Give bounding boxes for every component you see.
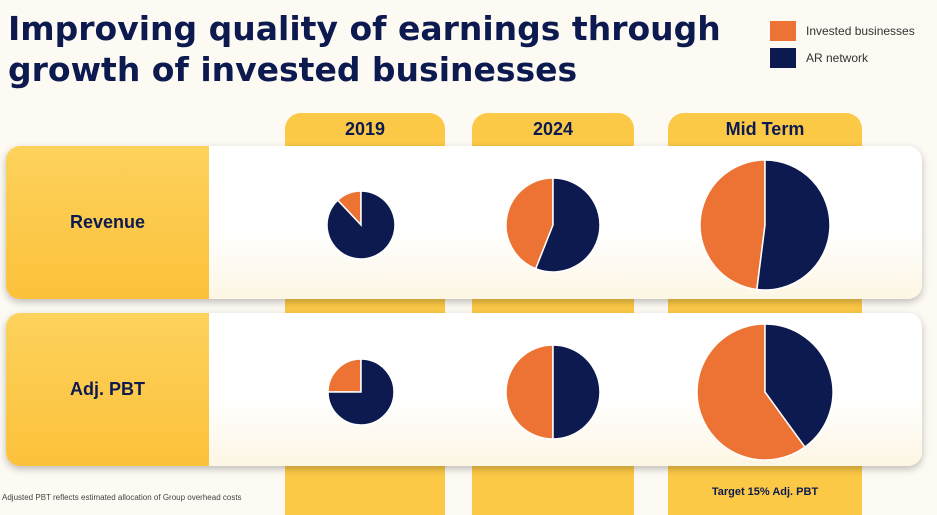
pie-slice-invested-businesses-adj-pbt-mid-term (696, 323, 807, 461)
pie-slice-ar-network-adj-pbt-mid-term (764, 323, 834, 449)
page-title: Improving quality of earnings through gr… (8, 8, 768, 90)
pie-adj-pbt-2024 (505, 344, 601, 440)
title-line-2: growth of invested businesses (8, 50, 578, 89)
legend-item-invested: Invested businesses (770, 20, 915, 42)
legend-label-ar-network: AR network (806, 51, 869, 65)
chart-legend: Invested businesses AR network (770, 20, 915, 74)
pie-adj-pbt-mid-term (696, 323, 834, 461)
legend-swatch-ar-network (770, 48, 796, 68)
pie-slice-ar-network-revenue-2024 (534, 177, 601, 273)
pie-revenue-2024 (505, 177, 601, 273)
row-label-revenue: Revenue (6, 146, 209, 299)
pie-revenue-2019 (326, 190, 396, 260)
pie-adj-pbt-2019 (327, 358, 395, 426)
legend-item-ar-network: AR network (770, 47, 915, 69)
pie-slice-ar-network-adj-pbt-2024 (552, 344, 601, 440)
legend-label-invested: Invested businesses (806, 24, 915, 38)
title-line-1: Improving quality of earnings through (8, 9, 721, 48)
pie-slice-ar-network-revenue-mid-term (756, 159, 831, 291)
column-header-2019: 2019 (344, 119, 386, 139)
footnote: Adjusted PBT reflects estimated allocati… (2, 493, 242, 502)
pie-slice-invested-businesses-adj-pbt-2024 (505, 344, 554, 440)
legend-swatch-invested (770, 21, 796, 41)
pie-slice-invested-businesses-adj-pbt-2019 (327, 358, 362, 393)
pie-slice-invested-businesses-revenue-mid-term (699, 159, 766, 291)
pie-revenue-mid-term (699, 159, 831, 291)
target-note: Target 15% Adj. PBT (711, 486, 819, 498)
row-label-adj-pbt: Adj. PBT (6, 313, 209, 466)
pie-slice-ar-network-revenue-2019 (326, 190, 396, 260)
column-header-2024: 2024 (532, 119, 574, 139)
column-header-mid-term: Mid Term (725, 119, 805, 139)
pie-slice-ar-network-adj-pbt-2019 (327, 358, 395, 426)
pie-slice-invested-businesses-revenue-2024 (505, 177, 554, 270)
